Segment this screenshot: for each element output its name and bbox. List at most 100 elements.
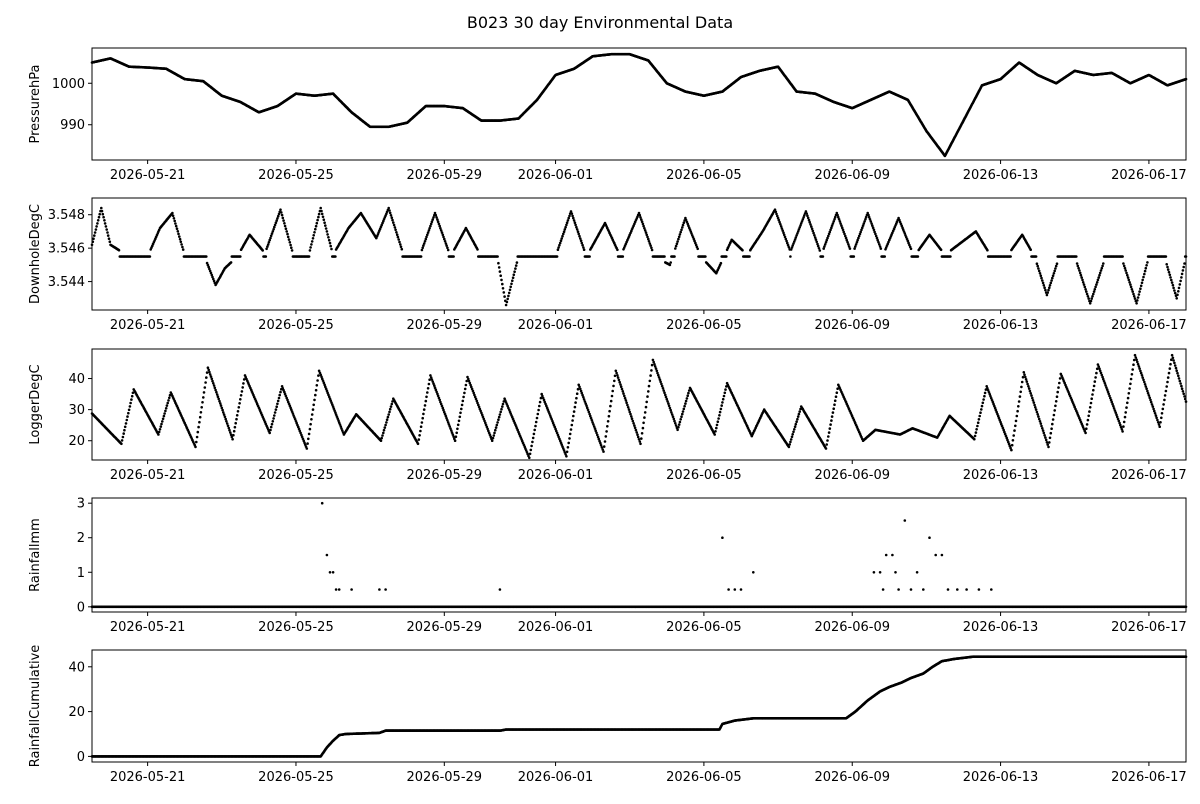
downhole-point [1145, 264, 1148, 267]
logger-point [830, 419, 833, 422]
downhole-point [1087, 297, 1090, 300]
logger-point [679, 418, 682, 421]
downhole-point [452, 255, 455, 258]
downhole-point [94, 231, 97, 234]
downhole-point [399, 243, 402, 246]
downhole-point [1043, 284, 1046, 287]
logger-point [1096, 368, 1099, 371]
logger-point [788, 443, 791, 446]
logger-point [1152, 408, 1155, 411]
logger-point [268, 432, 271, 435]
downhole-point [118, 249, 121, 252]
downhole-point [1083, 283, 1086, 286]
downhole-point [329, 245, 332, 248]
downhole-point [560, 237, 563, 240]
logger-point [684, 402, 687, 405]
logger-point [975, 428, 978, 431]
logger-point [130, 398, 133, 401]
downhole-point [1136, 299, 1139, 302]
pressure-ylabel: PressurehPa [28, 65, 43, 144]
downhole-point [1079, 272, 1082, 275]
logger-point [1163, 399, 1166, 402]
downhole-point [1124, 267, 1127, 270]
logger-point [1057, 386, 1060, 389]
logger-point [622, 390, 625, 393]
downhole-point [1122, 262, 1125, 265]
logger-point [1138, 365, 1141, 368]
logger-point [1154, 412, 1157, 415]
logger-point [211, 378, 214, 381]
downhole-point [577, 233, 580, 236]
downhole-point [1138, 290, 1141, 293]
downhole-point [1050, 282, 1053, 285]
logger-point [1030, 394, 1033, 397]
downhole-point [308, 255, 311, 258]
logger-point [208, 371, 211, 374]
downhole-point [1169, 276, 1172, 279]
logger-point [1122, 425, 1125, 428]
downhole-point [497, 262, 500, 265]
logger-point [1091, 393, 1094, 396]
logger-point [166, 404, 169, 407]
logger-point [122, 436, 125, 439]
logger-point [277, 400, 280, 403]
downhole-point [391, 216, 394, 219]
logger-point [529, 453, 532, 456]
downhole-point [1049, 284, 1052, 287]
logger-point [789, 441, 792, 444]
logger-point [1132, 363, 1135, 366]
logger-point [832, 407, 835, 410]
downhole-point [651, 249, 654, 252]
logger-point [677, 426, 680, 429]
downhole-point [696, 248, 699, 251]
logger-point [428, 378, 431, 381]
logger-point [833, 403, 836, 406]
downhole-point [321, 213, 324, 216]
logger-point [827, 435, 830, 438]
logger-point [162, 418, 165, 421]
logger-point [1019, 391, 1022, 394]
downhole-point [1077, 265, 1080, 268]
logger-point [639, 443, 642, 446]
downhole-point [583, 248, 586, 251]
logger-point [724, 388, 727, 391]
downhole-point [230, 261, 233, 264]
logger-point [1160, 417, 1163, 420]
logger-point [646, 395, 649, 398]
logger-point [458, 420, 461, 423]
logger-point [611, 390, 614, 393]
downhole-point [316, 222, 319, 225]
downhole-point [239, 255, 242, 258]
logger-point [1040, 425, 1043, 428]
downhole-point [1146, 261, 1149, 264]
logger-point [635, 431, 638, 434]
logger-point [1092, 389, 1095, 392]
logger-point [718, 414, 721, 417]
logger-point [1148, 394, 1151, 397]
logger-point [207, 369, 210, 372]
logger-point [461, 404, 464, 407]
downhole-point [281, 214, 284, 217]
downhole-point [1169, 274, 1172, 277]
downhole-point [1177, 290, 1180, 293]
downhole-point [1080, 274, 1083, 277]
downhole-point [578, 235, 581, 238]
logger-point [571, 424, 574, 427]
downhole-point [101, 210, 104, 213]
downhole-point [557, 246, 560, 249]
logger-point [1021, 381, 1024, 384]
downhole-point [1039, 272, 1042, 275]
downhole-point [1056, 262, 1059, 265]
logger-point [310, 418, 313, 421]
downhole-point [312, 237, 315, 240]
downhole-point [677, 238, 680, 241]
downhole-point [1042, 282, 1045, 285]
logger-point [1162, 403, 1165, 406]
downhole-point [1055, 265, 1058, 268]
downhole-ylabel: DownholeDegC [28, 204, 43, 304]
logger-point [493, 432, 496, 435]
logger-point [1126, 402, 1129, 405]
downhole-point [98, 216, 101, 219]
logger-point [306, 447, 309, 450]
downhole-point [447, 249, 450, 252]
